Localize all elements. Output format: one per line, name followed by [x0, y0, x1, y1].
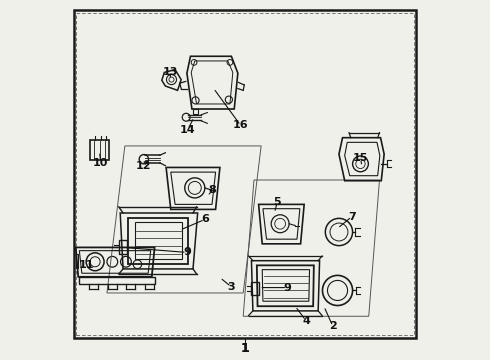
Text: 13: 13 — [163, 67, 178, 77]
Text: 9: 9 — [283, 283, 291, 293]
Text: 6: 6 — [201, 215, 209, 224]
Text: 12: 12 — [136, 161, 151, 171]
Text: 1: 1 — [241, 342, 249, 355]
Text: 4: 4 — [302, 316, 310, 325]
Text: 7: 7 — [348, 212, 356, 221]
Text: 3: 3 — [227, 282, 235, 292]
Text: 2: 2 — [329, 321, 337, 331]
Text: 10: 10 — [93, 158, 108, 168]
Text: 1: 1 — [241, 342, 249, 355]
Text: 15: 15 — [353, 153, 368, 163]
Text: 5: 5 — [273, 197, 281, 207]
Text: 16: 16 — [233, 121, 248, 130]
Text: 9: 9 — [183, 247, 191, 257]
Text: 14: 14 — [180, 125, 196, 135]
Text: 8: 8 — [209, 185, 217, 195]
Text: 11: 11 — [79, 260, 94, 270]
